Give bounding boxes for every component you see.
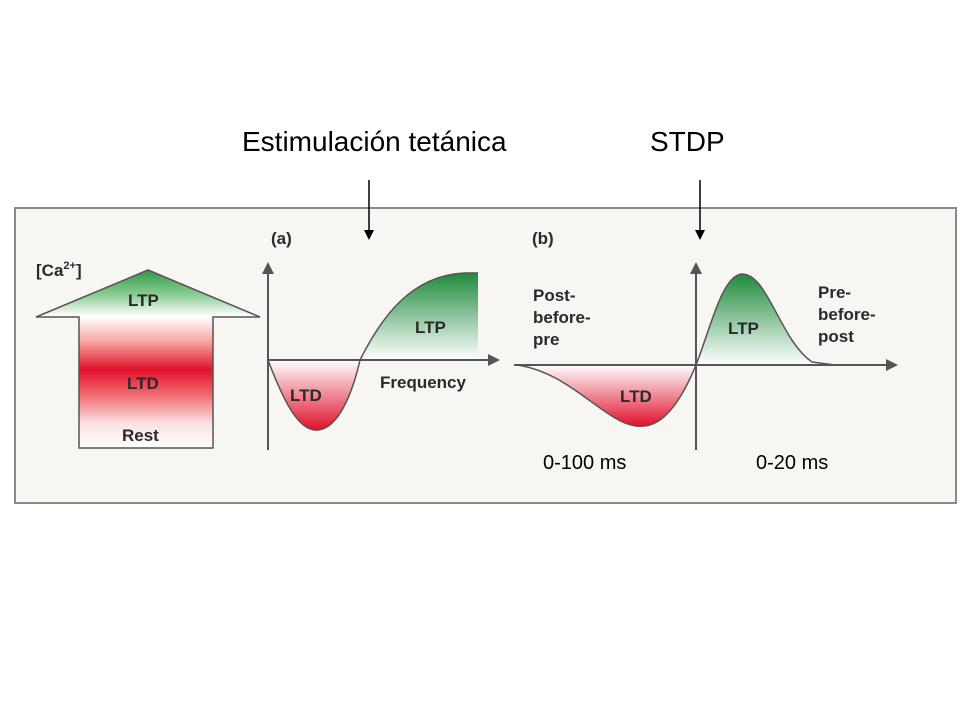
- panel-b-ltd-region: [518, 365, 696, 427]
- title-stdp: STDP: [650, 126, 725, 157]
- panel-b-ltd-label: LTD: [620, 387, 652, 406]
- time-window-ltp-label: 0-20 ms: [756, 452, 829, 474]
- panel-a-ltp-label: LTP: [415, 318, 446, 337]
- panel-b-tag: (b): [532, 229, 554, 248]
- panel-b-stdp: (b) Post- before- pre Pre- before- post …: [514, 229, 898, 450]
- panel-a-tag: (a): [271, 229, 292, 248]
- panel-a-ltd-region: [268, 360, 360, 431]
- pointer-arrow-tetanic: [364, 180, 374, 240]
- title-tetanic-stimulation: Estimulación tetánica: [242, 126, 507, 157]
- calcium-rest-label: Rest: [122, 426, 159, 445]
- pointer-arrow-stdp: [695, 180, 705, 240]
- panel-b-left-label: Post- before- pre: [533, 286, 595, 349]
- panel-b-x-arrowhead: [886, 359, 898, 371]
- panel-a-x-arrowhead: [488, 354, 500, 366]
- panel-b-ltp-region: [696, 274, 818, 365]
- panel-a-ltp-region: [360, 273, 478, 360]
- calcium-ltp-label: LTP: [128, 291, 159, 310]
- panel-b-y-arrowhead: [690, 262, 702, 274]
- panel-a-xlabel: Frequency: [380, 373, 467, 392]
- panel-b-right-label: Pre- before- post: [818, 283, 880, 346]
- panel-a-y-arrowhead: [262, 262, 274, 274]
- panel-a-curve: [267, 272, 478, 431]
- panel-a-ltd-label: LTD: [290, 386, 322, 405]
- calcium-axis-label: [Ca2+]: [36, 260, 82, 280]
- calcium-arrow-panel: [Ca2+] LTP LTD Rest: [35, 260, 261, 449]
- panel-b-ltp-label: LTP: [728, 319, 759, 338]
- calcium-ltd-label: LTD: [127, 374, 159, 393]
- calcium-level-arrow: [35, 269, 261, 449]
- time-window-ltd-label: 0-100 ms: [543, 452, 627, 474]
- panel-a-frequency: (a) LTD LTP Frequency: [262, 229, 500, 450]
